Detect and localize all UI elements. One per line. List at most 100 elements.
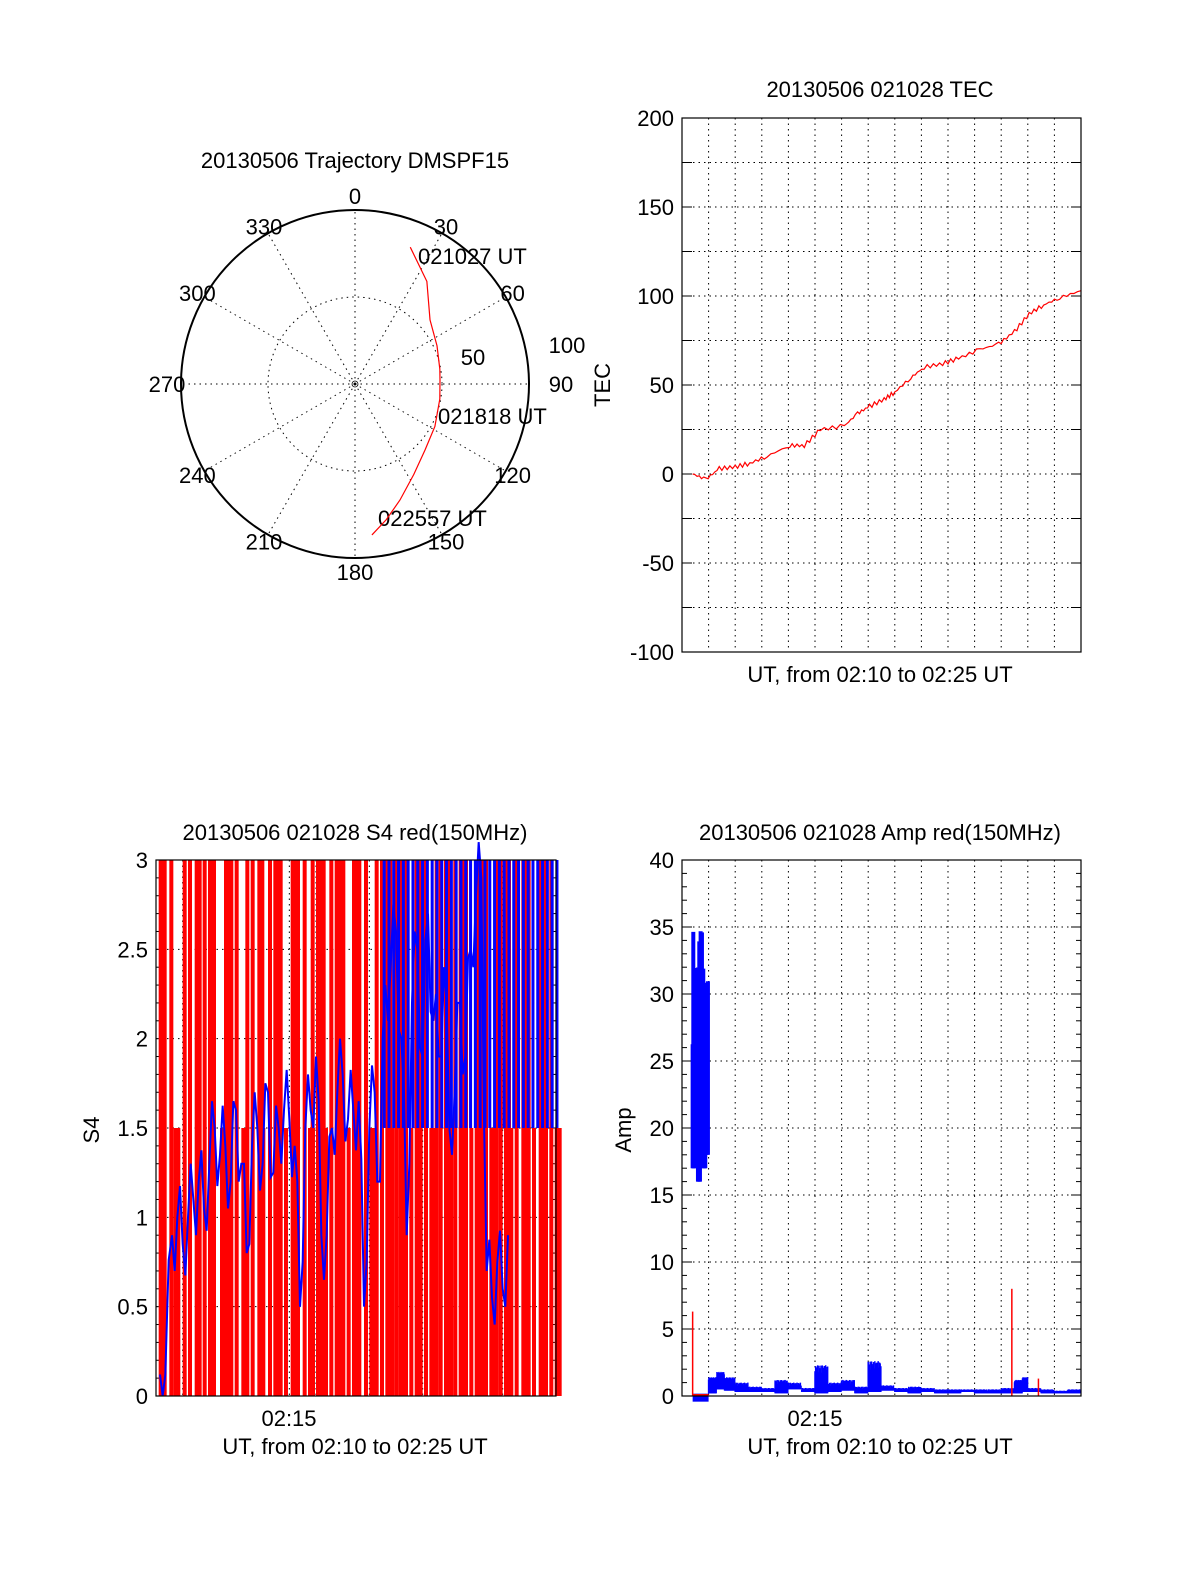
s4-ytick-label: 1.5 — [117, 1116, 148, 1141]
s4-red-spike — [278, 860, 283, 1396]
amp-xtick-label: 02:15 — [787, 1406, 842, 1431]
s4-blue-band — [392, 860, 396, 1128]
s4-blue-band — [454, 860, 458, 1128]
s4-red-spike — [489, 1128, 497, 1396]
s4-red-spike — [474, 860, 482, 1396]
s4-blue-band — [521, 860, 525, 1128]
s4-red-spike — [364, 860, 368, 1396]
amp-ylabel: Amp — [611, 1107, 636, 1152]
tec-ytick-label: 150 — [637, 195, 674, 220]
amp-ytick-label: 30 — [650, 982, 674, 1007]
s4-blue-band — [493, 860, 497, 1128]
tec-ylabel: TEC — [590, 363, 615, 407]
amp-xlabel: UT, from 02:10 to 02:25 UT — [747, 1434, 1012, 1459]
tec-ytick-label: -100 — [630, 640, 674, 665]
tec-ytick-label: 200 — [637, 106, 674, 131]
s4-red-spike — [188, 860, 192, 1396]
polar-annotation-mid: 021818 UT — [438, 404, 547, 429]
s4-blue-band — [512, 860, 516, 1128]
s4-red-spike — [162, 860, 167, 1396]
s4-blue-band — [488, 860, 492, 1128]
s4-ytick-label: 0 — [136, 1384, 148, 1409]
polar-angle-label: 210 — [246, 530, 283, 555]
tec-ytick-label: -50 — [642, 551, 674, 576]
s4-ylabel: S4 — [79, 1117, 104, 1144]
s4-red-spike — [273, 860, 281, 1396]
s4-blue-band — [550, 860, 554, 1128]
s4-red-spike — [494, 860, 499, 1396]
polar-radius-label-50: 50 — [461, 345, 485, 370]
s4-blue-band — [502, 860, 506, 1128]
s4-blue-band — [473, 860, 477, 1128]
s4-red-spike — [169, 860, 174, 1396]
s4-red-spike — [197, 1128, 202, 1396]
s4-title: 20130506 021028 S4 red(150MHz) — [183, 820, 528, 845]
s4-blue-band — [497, 860, 501, 1128]
polar-angle-label: 240 — [179, 463, 216, 488]
s4-red-spike — [404, 860, 408, 1396]
s4-blue-band — [430, 860, 434, 1128]
polar-angle-label: 120 — [494, 463, 531, 488]
amp-ytick-label: 5 — [662, 1317, 674, 1342]
s4-plot-frame — [155, 859, 557, 1397]
tec-title: 20130506 021028 TEC — [766, 77, 993, 102]
amp-title: 20130506 021028 Amp red(150MHz) — [699, 820, 1061, 845]
polar-angle-label: 330 — [246, 214, 283, 239]
s4-ytick-label: 2.5 — [117, 937, 148, 962]
polar-spoke — [354, 383, 443, 535]
amp-ytick-label: 20 — [650, 1116, 674, 1141]
s4-blue-band — [526, 860, 530, 1128]
polar-angle-label: 0 — [349, 184, 361, 209]
s4-blue-band — [478, 860, 482, 1128]
amp-ytick-label: 25 — [650, 1049, 674, 1074]
polar-grid-circle-50 — [267, 296, 443, 472]
s4-blue-band — [425, 860, 429, 1128]
s4-blue-band — [507, 860, 511, 1128]
s4-blue-band — [517, 860, 521, 1128]
s4-blue-band — [555, 860, 559, 1128]
amp-ytick-label: 35 — [650, 915, 674, 940]
polar-outer-circle — [180, 209, 530, 559]
polar-title: 20130506 Trajectory DMSPF15 — [201, 148, 509, 173]
polar-angle-label: 180 — [337, 560, 374, 585]
polar-spoke — [267, 383, 356, 535]
amp-plot-frame — [681, 859, 1082, 1397]
polar-radius-label-100: 100 — [549, 333, 586, 358]
s4-ytick-label: 3 — [136, 848, 148, 873]
polar-center — [351, 380, 359, 388]
s4-red-spike — [224, 860, 231, 1396]
s4-red-spike — [369, 1128, 377, 1396]
s4-blue-band — [464, 860, 468, 1128]
s4-red-spike — [390, 1128, 395, 1396]
amp-ytick-label: 40 — [650, 848, 674, 873]
s4-xtick-label: 02:15 — [261, 1406, 316, 1431]
tec-ytick-label: 0 — [662, 462, 674, 487]
tec-plot-frame — [681, 117, 1082, 653]
s4-red-spike — [346, 1128, 351, 1396]
polar-spoke — [354, 296, 506, 385]
polar-spoke — [354, 233, 443, 385]
polar-angle-label: 270 — [149, 372, 186, 397]
tec-series-line — [692, 290, 1082, 480]
tec-ytick-label: 50 — [650, 373, 674, 398]
polar-angle-label: 150 — [428, 530, 465, 555]
polar-angle-label: 300 — [179, 281, 216, 306]
s4-red-spike — [257, 860, 265, 1396]
s4-blue-band — [469, 860, 473, 1128]
polar-angle-label: 90 — [549, 372, 573, 397]
s4-blue-band — [401, 860, 405, 1128]
polar-spoke — [204, 296, 356, 385]
s4-red-spike — [245, 860, 250, 1396]
polar-spoke — [267, 233, 356, 385]
s4-blue-band — [421, 860, 425, 1128]
s4-red-spike — [318, 860, 326, 1396]
s4-red-spike — [514, 860, 519, 1396]
tec-ytick-label: 100 — [637, 284, 674, 309]
s4-blue-line — [159, 842, 509, 1397]
s4-red-spike — [284, 1128, 288, 1396]
s4-red-spike — [394, 860, 399, 1396]
s4-xlabel: UT, from 02:10 to 02:25 UT — [222, 1434, 487, 1459]
s4-blue-band — [545, 860, 549, 1128]
